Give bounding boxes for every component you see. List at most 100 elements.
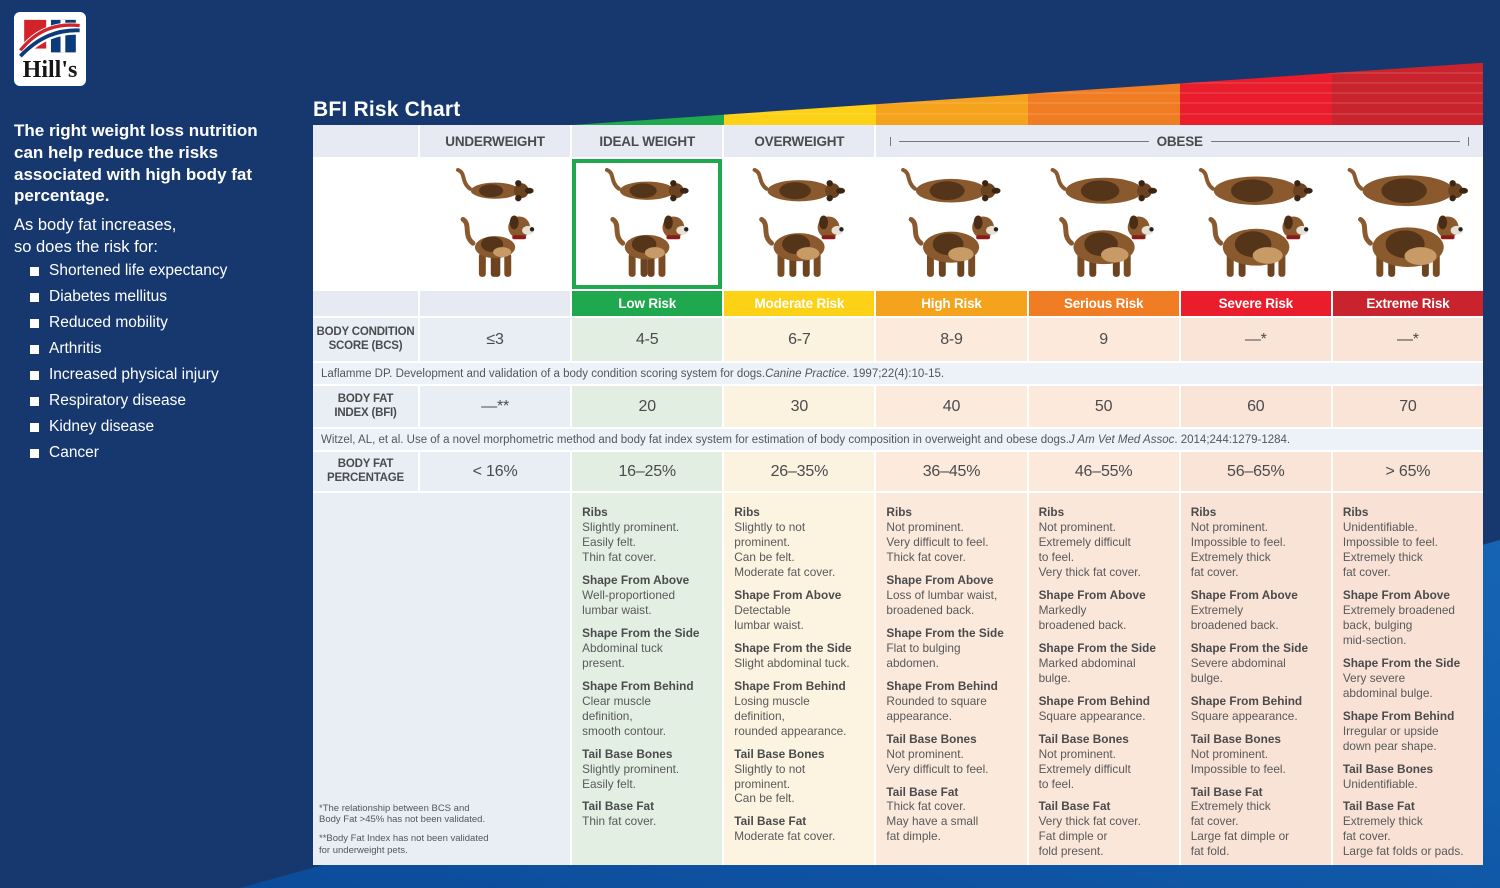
detail-section: Tail Base Fat Moderate fat cover. xyxy=(734,814,835,844)
detail-text: Thin fat cover. xyxy=(582,814,657,829)
detail-text: Slightly prominent. Easily felt. xyxy=(582,761,680,791)
details-cell-overweight: Ribs Slightly to not prominent. Can be fe… xyxy=(724,493,875,865)
detail-text: Loss of lumbar waist, broadened back. xyxy=(886,587,998,617)
bfi-value-obese-extreme: 70 xyxy=(1332,386,1483,427)
details-cell-obese-extreme: Ribs Unidentifiable. Impossible to feel. … xyxy=(1332,493,1483,865)
dog-side-view xyxy=(759,215,844,277)
detail-text: Unidentifiable. xyxy=(1342,776,1418,791)
risk-factor-label: Arthritis xyxy=(49,340,102,357)
bcs-value-obese-severe: —* xyxy=(1180,318,1331,361)
detail-section: Tail Base Fat Thick fat cover. May have a… xyxy=(886,785,978,845)
detail-section: Shape From Behind Losing muscle definitio… xyxy=(734,679,846,739)
dog-illustration xyxy=(1347,167,1468,277)
dog-top-view xyxy=(1347,167,1468,206)
footnote: *The relationship between BCS and Body F… xyxy=(319,802,486,826)
dog-illustration xyxy=(901,167,1001,277)
dog-side-view xyxy=(1357,215,1463,277)
detail-heading: Shape From Behind xyxy=(886,678,998,693)
detail-section: Ribs Slightly to not prominent. Can be fe… xyxy=(734,505,835,580)
dog-side-view xyxy=(1058,215,1154,277)
hills-logo-mark-icon xyxy=(19,19,81,60)
detail-section: Shape From the Side Abdominal tuck presen… xyxy=(582,626,699,671)
detail-heading: Shape From Above xyxy=(886,572,994,587)
dog-cell-obese-extreme xyxy=(1332,159,1483,289)
detail-text: Not prominent. Impossible to feel. xyxy=(1190,746,1286,776)
details-cell-obese-severe: Ribs Not prominent. Impossible to feel. E… xyxy=(1180,493,1331,865)
risk-factor-list: Shortened life expectancy Diabetes mellit… xyxy=(30,262,227,470)
detail-text: Slightly to not prominent. Can be felt. … xyxy=(734,519,836,579)
detail-heading: Shape From Behind xyxy=(1342,708,1455,723)
detail-text: Not prominent. Very difficult to feel. xyxy=(886,746,989,776)
risk-factor-item: Arthritis xyxy=(30,340,227,358)
bfi-value-underweight: —** xyxy=(420,386,571,427)
fat-value-ideal: 16–25% xyxy=(572,452,723,491)
bracket-tick xyxy=(1468,136,1469,146)
bracket-tick xyxy=(890,136,892,146)
risk-label-obese-severe: Severe Risk xyxy=(1180,291,1331,316)
square-bullet-icon xyxy=(30,370,39,380)
dog-illustration xyxy=(605,167,689,277)
dog-cell-obese-serious xyxy=(1028,159,1179,289)
detail-section: Tail Base Bones Not prominent. Impossible… xyxy=(1191,732,1286,777)
detail-heading: Tail Base Bones xyxy=(886,731,977,746)
detail-section: Shape From Behind Irregular or upside dow… xyxy=(1343,709,1454,754)
detail-text: Abdominal tuck present. xyxy=(582,640,663,670)
detail-text: Thick fat cover. May have a small fat di… xyxy=(886,799,979,844)
dog-top-view xyxy=(1050,167,1157,204)
dog-cell-ideal xyxy=(572,159,723,289)
detail-section: Tail Base Bones Slightly prominent. Easil… xyxy=(582,747,679,792)
detail-heading: Tail Base Bones xyxy=(1038,731,1129,746)
detail-text: Extremely broadened back. xyxy=(1190,602,1279,632)
risk-factor-label: Kidney disease xyxy=(49,418,155,435)
bfi-value-ideal: 20 xyxy=(572,386,723,427)
dog-side-view xyxy=(460,215,535,277)
dog-cell-obese-severe xyxy=(1180,159,1331,289)
detail-section: Shape From Above Extremely broadened back… xyxy=(1343,588,1455,648)
detail-heading: Tail Base Fat xyxy=(1038,799,1111,814)
risk-label-ideal: Low Risk xyxy=(572,291,723,316)
detail-section: Shape From the Side Slight abdominal tuck… xyxy=(734,641,851,671)
bcs-value-ideal: 4-5 xyxy=(572,318,723,361)
citation-bfi: Witzel, AL, et al. Use of a novel morpho… xyxy=(313,429,1483,450)
detail-text: Detectable lumbar waist. xyxy=(734,602,804,632)
detail-text: Losing muscle definition, rounded appear… xyxy=(734,693,847,738)
dog-cell-underweight xyxy=(420,159,571,289)
detail-heading: Tail Base Bones xyxy=(734,746,825,761)
detail-text: Unidentifiable. Impossible to feel. Extr… xyxy=(1342,519,1438,579)
detail-heading: Tail Base Bones xyxy=(1190,731,1281,746)
risk-factor-item: Cancer xyxy=(30,444,227,462)
column-header-overweight: OVERWEIGHT xyxy=(724,125,875,157)
dog-top-view xyxy=(1198,167,1313,205)
detail-text: Not prominent. Very difficult to feel. T… xyxy=(886,519,989,564)
detail-heading: Tail Base Fat xyxy=(1342,799,1415,814)
square-bullet-icon xyxy=(30,422,39,432)
dog-top-view xyxy=(752,167,846,201)
risk-factor-item: Diabetes mellitus xyxy=(30,288,227,306)
sidebar: Hill's The right weight loss nutrition c… xyxy=(0,0,313,888)
risk-label-obese-high: High Risk xyxy=(876,291,1027,316)
detail-text: Square appearance. xyxy=(1190,708,1298,723)
fat-value-obese-extreme: > 65% xyxy=(1332,452,1483,491)
detail-heading: Shape From Above xyxy=(1038,587,1146,602)
bfi-value-obese-serious: 50 xyxy=(1028,386,1179,427)
detail-heading: Shape From the Side xyxy=(582,625,700,640)
detail-heading: Tail Base Fat xyxy=(886,784,959,799)
detail-section: Tail Base Bones Not prominent. Very diffi… xyxy=(886,732,988,777)
detail-section: Shape From the Side Marked abdominal bulg… xyxy=(1039,641,1156,686)
dog-illustration xyxy=(455,167,535,277)
bfi-value-obese-high: 40 xyxy=(876,386,1027,427)
risk-factor-item: Shortened life expectancy xyxy=(30,262,227,280)
obese-group-label: OBESE xyxy=(1156,133,1203,149)
bcs-value-obese-extreme: —* xyxy=(1332,318,1483,361)
square-bullet-icon xyxy=(30,344,39,354)
detail-text: Not prominent. Extremely difficult to fe… xyxy=(1038,746,1131,791)
column-header-obese-group: OBESE xyxy=(876,125,1483,157)
dog-illustration xyxy=(752,167,846,277)
detail-text: Markedly broadened back. xyxy=(1038,602,1127,632)
bfi-risk-table: UNDERWEIGHT IDEAL WEIGHT OVERWEIGHT OBESE xyxy=(313,125,1483,865)
hills-brand-text: Hill's xyxy=(22,57,78,83)
square-bullet-icon xyxy=(30,448,39,458)
detail-text: Slightly prominent. Easily felt. Thin fa… xyxy=(582,519,680,564)
detail-text: Rounded to square appearance. xyxy=(886,693,987,723)
bracket-line xyxy=(899,140,1149,142)
